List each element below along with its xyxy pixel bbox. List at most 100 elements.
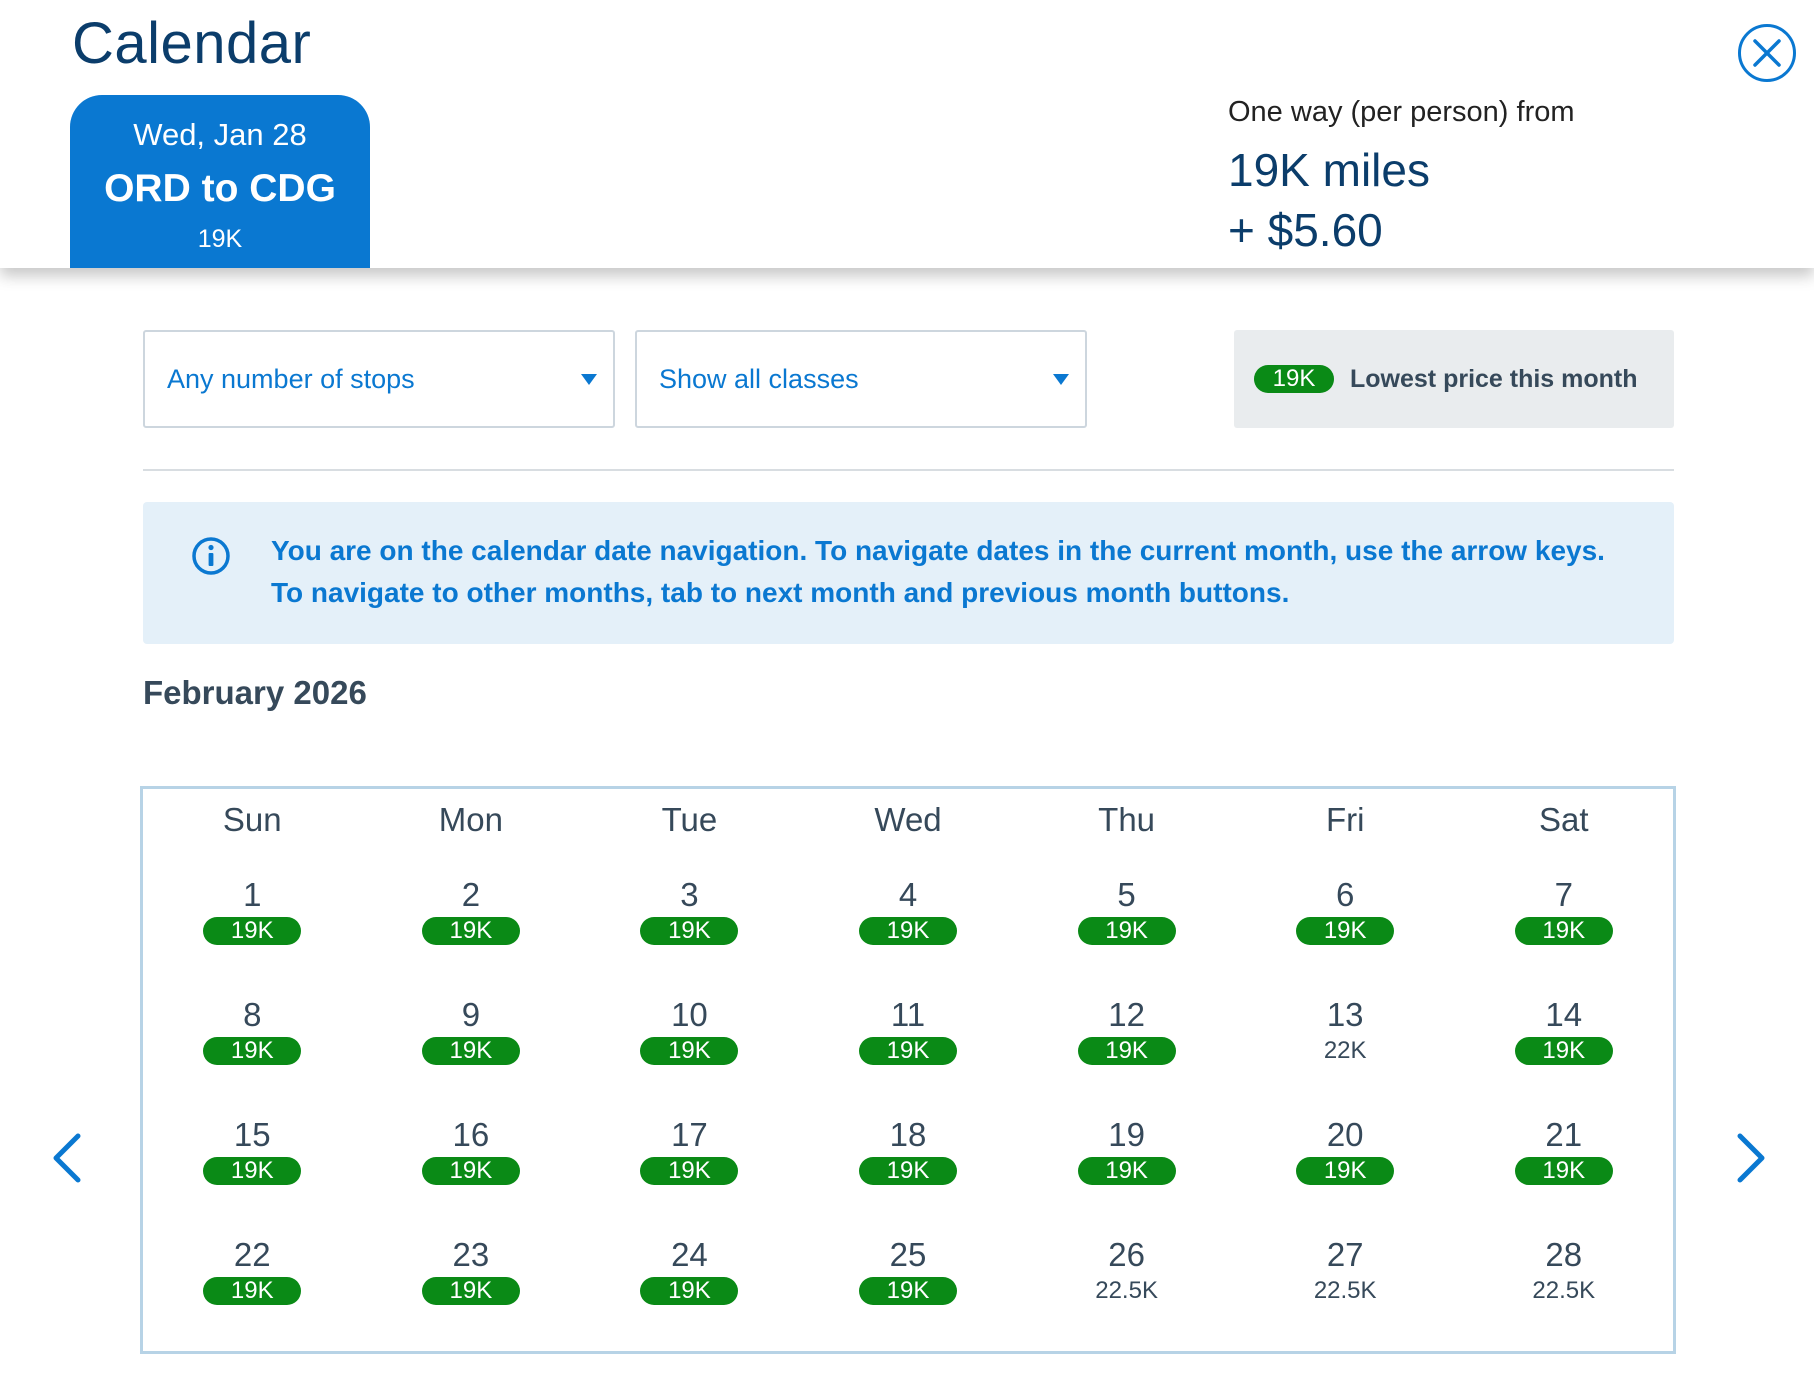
calendar-day[interactable]: 19 19K [1017, 1113, 1236, 1217]
day-of-week: Sun [222, 801, 282, 838]
fare-cash: + $5.60 [1228, 204, 1383, 256]
next-month-button[interactable] [1724, 1128, 1774, 1188]
flight-route: ORD to CDG [104, 167, 336, 210]
lowest-price-pill: 19K [859, 917, 958, 945]
info-message: You are on the calendar date navigation.… [271, 535, 1605, 608]
lowest-price-pill: 19K [1514, 1037, 1613, 1065]
day-number: 23 [452, 1236, 490, 1273]
calendar-day[interactable]: 11 19K [799, 993, 1018, 1097]
legend-label: Lowest price this month [1350, 364, 1638, 393]
calendar-day[interactable]: 27 22.5K [1236, 1233, 1455, 1337]
day-of-week: Sat [1538, 801, 1589, 838]
calendar-day[interactable]: 25 19K [799, 1233, 1018, 1337]
day-number: 6 [1336, 876, 1355, 913]
lowest-price-pill: 19K [1296, 1157, 1395, 1185]
calendar-day[interactable]: 24 19K [580, 1233, 799, 1337]
day-number: 25 [889, 1236, 927, 1273]
day-number: 22 [233, 1236, 271, 1273]
caret-down-icon [1053, 374, 1069, 385]
day-number: 20 [1326, 1116, 1364, 1153]
day-number: 28 [1545, 1236, 1583, 1273]
lowest-price-pill: 19K [203, 1037, 302, 1065]
calendar-day[interactable]: 1 19K [143, 873, 362, 977]
calendar-week-row: 15 19K 16 19K 17 19K 18 19K 19 19K 20 19K 21 19K [143, 1113, 1673, 1217]
fare-miles: 19K miles [1228, 144, 1430, 196]
calendar-day[interactable]: 12 19K [1017, 993, 1236, 1097]
lowest-price-legend: 19K Lowest price this month [1234, 330, 1674, 428]
lowest-price-pill: 19K [1077, 917, 1176, 945]
day-number: 21 [1545, 1116, 1583, 1153]
day-number: 19 [1108, 1116, 1145, 1153]
calendar-day[interactable]: 15 19K [143, 1113, 362, 1217]
day-number: 16 [452, 1116, 490, 1153]
divider [143, 469, 1674, 471]
day-number: 2 [461, 876, 481, 913]
selected-flight-tab[interactable]: Wed, Jan 28 ORD to CDG 19K [70, 95, 370, 268]
calendar-day[interactable]: 9 19K [362, 993, 581, 1097]
lowest-price-pill: 19K [640, 1277, 739, 1305]
calendar-day[interactable]: 3 19K [580, 873, 799, 977]
previous-month-button[interactable] [44, 1128, 94, 1188]
info-banner: You are on the calendar date navigation.… [143, 502, 1674, 644]
day-price: 22.5K [1313, 1277, 1377, 1304]
calendar-grid: Sun Mon Tue Wed Thu Fri Sat 1 19K 2 19K 3 19K… [140, 786, 1676, 1354]
calendar-day[interactable]: 14 19K [1454, 993, 1673, 1097]
legend-pill: 19K [1254, 365, 1334, 393]
lowest-price-pill: 19K [1514, 917, 1613, 945]
lowest-price-pill: 19K [421, 1037, 520, 1065]
lowest-price-pill: 19K [1077, 1157, 1176, 1185]
day-price: 22.5K [1095, 1277, 1158, 1304]
day-number: 13 [1326, 996, 1364, 1033]
lowest-price-pill: 19K [1514, 1157, 1613, 1185]
month-title: February 2026 [143, 674, 367, 711]
lowest-price-pill: 19K [203, 1277, 302, 1305]
lowest-price-pill: 19K [1077, 1037, 1176, 1065]
calendar-day[interactable]: 6 19K [1236, 873, 1455, 977]
stops-select[interactable]: Any number of stops [143, 330, 615, 428]
day-number: 17 [671, 1116, 708, 1153]
close-button[interactable] [1738, 24, 1796, 82]
calendar-day[interactable]: 18 19K [799, 1113, 1018, 1217]
day-number: 8 [243, 996, 262, 1033]
calendar-day[interactable]: 7 19K [1454, 873, 1673, 977]
calendar-day[interactable]: 2 19K [362, 873, 581, 977]
close-icon [1753, 39, 1781, 67]
day-number: 18 [889, 1116, 927, 1153]
day-of-week: Fri [1325, 801, 1365, 838]
lowest-price-pill: 19K [421, 1157, 520, 1185]
day-number: 10 [671, 996, 708, 1033]
day-of-week: Thu [1098, 801, 1156, 838]
calendar-day[interactable]: 23 19K [362, 1233, 581, 1337]
lowest-price-pill: 19K [421, 1277, 520, 1305]
day-number: 26 [1108, 1236, 1145, 1273]
chevron-left-icon [53, 1133, 81, 1183]
calendar-day[interactable]: 22 19K [143, 1233, 362, 1337]
day-number: 15 [233, 1116, 271, 1153]
calendar-day[interactable]: 21 19K [1454, 1113, 1673, 1217]
lowest-price-pill: 19K [859, 1037, 958, 1065]
day-number: 27 [1326, 1236, 1364, 1273]
day-number: 24 [671, 1236, 708, 1273]
calendar-day[interactable]: 26 22.5K [1017, 1233, 1236, 1337]
calendar-week-row: 1 19K 2 19K 3 19K 4 19K 5 19K 6 19K 7 19K [143, 873, 1673, 977]
calendar-day[interactable]: 4 19K [799, 873, 1018, 977]
day-number: 4 [898, 876, 918, 913]
calendar-day[interactable]: 17 19K [580, 1113, 799, 1217]
calendar-day[interactable]: 13 22K [1236, 993, 1455, 1097]
class-select[interactable]: Show all classes [635, 330, 1087, 428]
calendar-day[interactable]: 28 22.5K [1454, 1233, 1673, 1337]
chevron-right-icon [1737, 1133, 1765, 1183]
caret-down-icon [581, 374, 597, 385]
calendar-day[interactable]: 16 19K [362, 1113, 581, 1217]
calendar-day[interactable]: 5 19K [1017, 873, 1236, 977]
flight-date: Wed, Jan 28 [133, 117, 307, 152]
flight-price: 19K [197, 225, 243, 253]
calendar-day[interactable]: 8 19K [143, 993, 362, 1097]
page-title: Calendar [72, 11, 312, 76]
day-number: 7 [1554, 876, 1573, 913]
fare-summary: One way (per person) from 19K miles + $5… [1228, 96, 1575, 257]
calendar-day[interactable]: 20 19K [1236, 1113, 1455, 1217]
lowest-price-pill: 19K [640, 1037, 739, 1065]
day-of-week: Tue [661, 801, 718, 838]
calendar-day[interactable]: 10 19K [580, 993, 799, 1097]
